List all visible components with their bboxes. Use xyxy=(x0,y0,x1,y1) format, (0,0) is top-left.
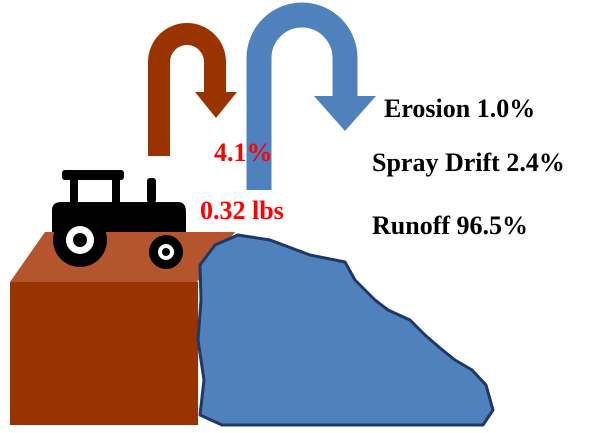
field-front xyxy=(10,282,198,425)
pathway-label: Erosion 1.0% xyxy=(384,94,535,123)
deposition-arrow xyxy=(148,23,226,156)
amount-label: 0.32 lbs xyxy=(200,196,284,225)
pathway-label: Runoff 96.5% xyxy=(372,211,528,240)
loss-arrow xyxy=(246,2,358,190)
loss-arrow-head xyxy=(314,96,376,131)
deposition-arrow-head xyxy=(195,92,237,118)
transfer-label: 4.1% xyxy=(214,138,273,167)
water-body xyxy=(196,233,495,427)
tractor xyxy=(52,170,186,269)
pathway-label: Spray Drift 2.4% xyxy=(372,148,565,177)
